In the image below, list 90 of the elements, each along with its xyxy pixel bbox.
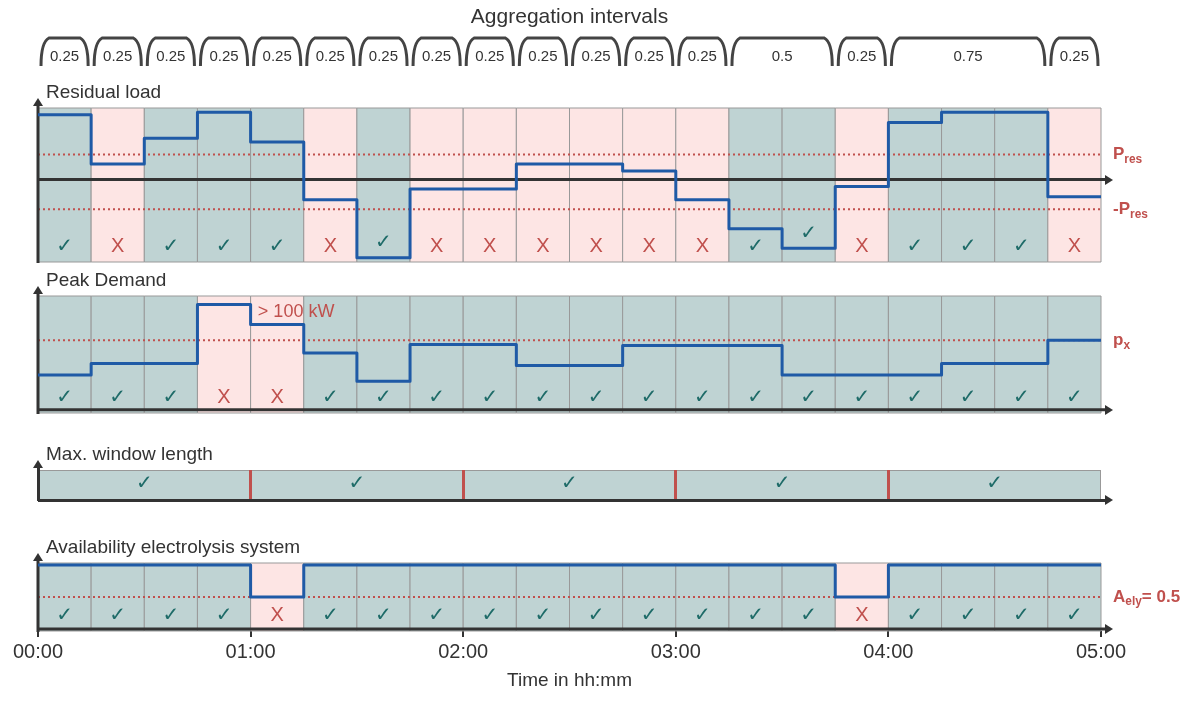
data-label: 0.5	[770, 47, 794, 64]
band-label: X	[270, 384, 284, 407]
data-label: 0.25	[846, 47, 878, 64]
band-label: ✓	[268, 233, 286, 256]
band-label: X	[642, 233, 656, 256]
band-label: ✓	[906, 233, 924, 256]
band-label: ✓	[959, 233, 977, 256]
data-label: 0.25	[102, 47, 134, 64]
x-tick-label: 00:00	[12, 639, 64, 662]
band-label: ✓	[215, 602, 233, 625]
band-label: ✓	[56, 602, 73, 625]
band-label: ✓	[640, 602, 658, 625]
band-label: ✓	[906, 602, 924, 625]
band-label: ✓	[56, 384, 73, 407]
band-label: ✓	[587, 602, 605, 625]
band-label: ✓	[481, 602, 499, 625]
band-label: ✓	[428, 384, 446, 407]
band-label: ✓	[800, 220, 818, 243]
band-label: X	[429, 233, 444, 256]
x-axis-title: Time in hh:mm	[506, 669, 633, 691]
band-label: X	[217, 384, 231, 407]
band-label: ✓	[747, 602, 764, 625]
band-label: X	[536, 233, 550, 256]
data-label: 0.25	[155, 47, 187, 64]
data-label: 0.25	[367, 47, 400, 64]
data-label: 0.25	[261, 47, 293, 64]
x-tick-label: 04:00	[863, 639, 914, 662]
x-tick-label: 01:00	[225, 639, 276, 662]
band-label: ✓	[1012, 384, 1030, 407]
annotation: > 100 kW	[257, 300, 335, 321]
data-label: 0.25	[474, 47, 506, 64]
band-label: ✓	[321, 384, 339, 407]
band-label: X	[111, 233, 125, 256]
data-label: 0.25	[686, 47, 718, 64]
band-label: ✓	[747, 233, 764, 256]
data-label: 0.25	[421, 47, 453, 64]
band-label: X	[483, 233, 497, 256]
band-label: ✓	[693, 384, 711, 407]
band-label: ✓	[375, 384, 392, 407]
band-label: ✓	[375, 602, 392, 625]
data-label: 0.25	[580, 47, 612, 64]
text: Max. window length	[46, 443, 213, 465]
band-label: ✓	[693, 602, 711, 625]
band-label: ✓	[56, 233, 73, 256]
band-label: X	[589, 233, 603, 256]
band-label: ✓	[959, 384, 977, 407]
data-label: 0.25	[314, 47, 346, 64]
band-label: ✓	[375, 230, 392, 253]
band-label: ✓	[800, 602, 818, 625]
data-label: 0.25	[1058, 47, 1090, 64]
band-label: ✓	[162, 384, 180, 407]
chart-title: Residual load	[46, 81, 162, 103]
band-label: ✓	[534, 602, 552, 625]
x-tick-label: 02:00	[438, 639, 489, 662]
data-label: 0.25	[527, 47, 559, 64]
band-label: ✓	[853, 384, 871, 407]
band-label: ✓	[959, 602, 977, 625]
x-tick-label: 05:00	[1075, 639, 1127, 662]
band-label: ✓	[215, 233, 233, 256]
data-label: 0.75	[952, 47, 984, 64]
band-label: ✓	[640, 384, 658, 407]
band-label: ✓	[906, 384, 924, 407]
band-label: X	[855, 233, 869, 256]
band-label: X	[855, 602, 869, 625]
band-label: ✓	[1066, 602, 1083, 625]
band-label: ✓	[587, 384, 605, 407]
text: Aggregation intervals	[469, 4, 670, 28]
data-label: 0.25	[208, 47, 240, 64]
band-label: ✓	[1012, 602, 1030, 625]
data-label: 0.25	[633, 47, 665, 64]
band-label: ✓	[747, 384, 764, 407]
band-label: ✓	[1066, 384, 1083, 407]
data-label: 0.25	[48, 47, 81, 64]
band-label: ✓	[800, 384, 818, 407]
band-label: X	[695, 233, 710, 256]
band-label: X	[1067, 233, 1082, 256]
band-label: X	[323, 233, 337, 256]
chart-title: Peak Demand	[46, 269, 167, 291]
band-label: ✓	[534, 384, 552, 407]
band-label: ✓	[162, 233, 180, 256]
band-label: ✓	[321, 602, 339, 625]
band-label: X	[270, 602, 284, 625]
band-label: ✓	[162, 602, 180, 625]
chart-title: Availability electrolysis system	[46, 536, 301, 558]
band-label: ✓	[109, 384, 127, 407]
band-label: ✓	[481, 384, 499, 407]
x-tick-label: 03:00	[650, 639, 701, 662]
band-label: ✓	[428, 602, 446, 625]
band-label: ✓	[109, 602, 127, 625]
band-label: ✓	[1012, 233, 1030, 256]
